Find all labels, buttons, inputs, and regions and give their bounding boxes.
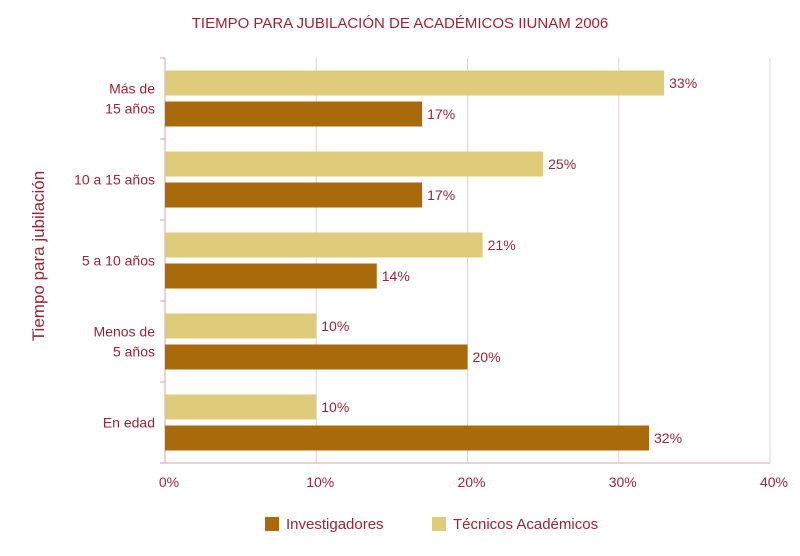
legend-swatch: [432, 517, 446, 531]
bar-tecnicos: [165, 313, 317, 339]
bar-investigadores: [165, 101, 423, 127]
bar-investigadores: [165, 182, 423, 208]
data-label: 10%: [321, 399, 349, 415]
data-label: 33%: [669, 75, 697, 91]
bar-investigadores: [165, 263, 377, 289]
category-label: 5 a 10 años: [82, 253, 155, 269]
data-label: 21%: [488, 237, 516, 253]
data-label: 14%: [382, 268, 410, 284]
category-label: 10 a 15 años: [74, 172, 155, 188]
x-tick-label: 10%: [306, 474, 334, 490]
category-label: Menos de 5 años: [94, 324, 156, 360]
bar-tecnicos: [165, 151, 544, 177]
data-label: 17%: [427, 106, 455, 122]
bar-tecnicos: [165, 232, 483, 258]
category-label: Más de 15 años: [105, 81, 155, 117]
chart-title: TIEMPO PARA JUBILACIÓN DE ACADÉMICOS IIU…: [192, 15, 609, 32]
y-axis-label: Tiempo para jubilación: [29, 171, 48, 341]
data-label: 25%: [548, 156, 576, 172]
x-tick-label: 30%: [609, 474, 637, 490]
data-label: 10%: [321, 318, 349, 334]
x-tick-label: 0%: [159, 474, 179, 490]
data-label: 32%: [654, 430, 682, 446]
bar-investigadores: [165, 344, 468, 370]
bar-tecnicos: [165, 70, 665, 96]
legend-swatch: [265, 517, 279, 531]
data-label: 20%: [473, 349, 501, 365]
legend-label: Investigadores: [286, 516, 384, 533]
bar-investigadores: [165, 425, 649, 451]
x-tick-label: 40%: [760, 474, 788, 490]
data-label: 17%: [427, 187, 455, 203]
bar-tecnicos: [165, 394, 317, 420]
category-label: En edad: [103, 415, 155, 431]
x-tick-label: 20%: [457, 474, 485, 490]
legend-label: Técnicos Académicos: [453, 516, 598, 533]
